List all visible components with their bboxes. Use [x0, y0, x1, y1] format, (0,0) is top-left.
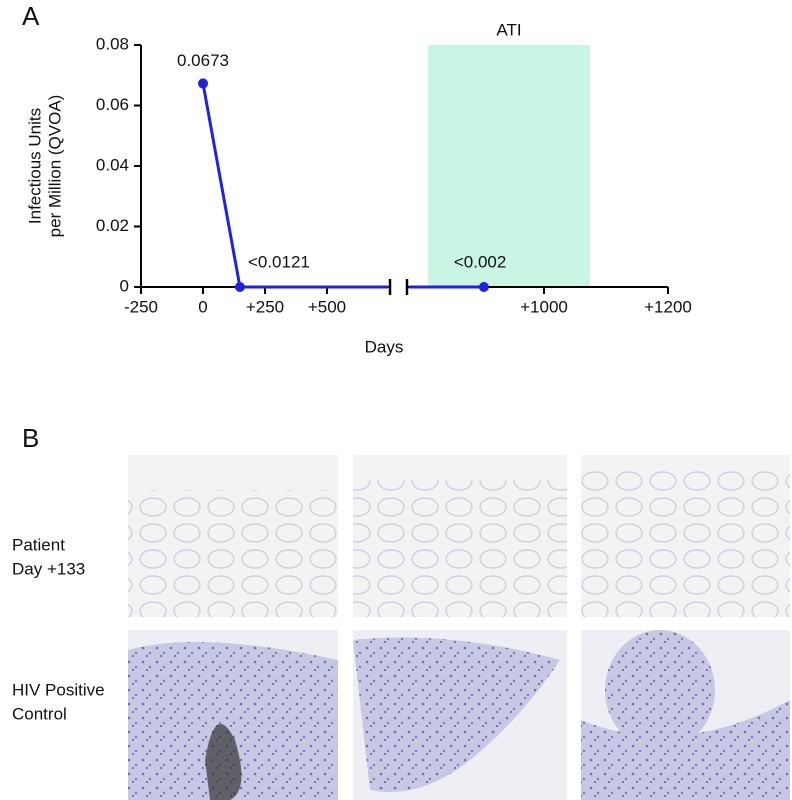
image-texture	[581, 700, 790, 800]
image-texture	[353, 637, 560, 792]
x-axis-label: Days	[365, 337, 404, 356]
row-label: Day +133	[12, 559, 85, 578]
x-tick-label: +1000	[520, 297, 568, 316]
image-texture	[605, 630, 715, 750]
data-point	[198, 78, 209, 89]
y-tick-label: 0.02	[96, 216, 129, 235]
image-texture	[353, 480, 567, 617]
ati-region	[428, 45, 590, 287]
image-texture	[128, 642, 338, 800]
data-label: 0.0673	[177, 51, 229, 70]
row-label: Control	[12, 704, 67, 723]
micrographs	[128, 455, 790, 800]
image-texture	[128, 490, 338, 617]
image-texture	[581, 465, 790, 617]
panel-label: B	[22, 423, 39, 453]
image-texture	[205, 724, 242, 800]
x-tick-label: +250	[246, 297, 284, 316]
data-line	[201, 83, 242, 288]
panel-label: A	[22, 1, 40, 31]
x-tick-label: 0	[198, 297, 207, 316]
y-tick-label: 0.06	[96, 95, 129, 114]
x-tick-label: +500	[308, 297, 346, 316]
row-label: HIV Positive	[12, 680, 105, 699]
row-label: Patient	[12, 535, 65, 554]
y-tick-label: 0	[120, 276, 129, 295]
data-point	[234, 282, 245, 292]
data-point	[478, 282, 489, 292]
y-tick-label: 0.08	[96, 34, 129, 53]
y-tick-label: 0.04	[96, 155, 129, 174]
region-label: ATI	[496, 20, 521, 39]
annotation: <0.002	[454, 252, 506, 271]
y-axis-label: Infectious Units	[25, 108, 44, 224]
annotation: <0.0121	[248, 252, 310, 271]
y-axis-label: per Million (QVOA)	[45, 95, 64, 238]
x-tick-label: +1200	[644, 297, 692, 316]
x-tick-label: -250	[124, 297, 158, 316]
